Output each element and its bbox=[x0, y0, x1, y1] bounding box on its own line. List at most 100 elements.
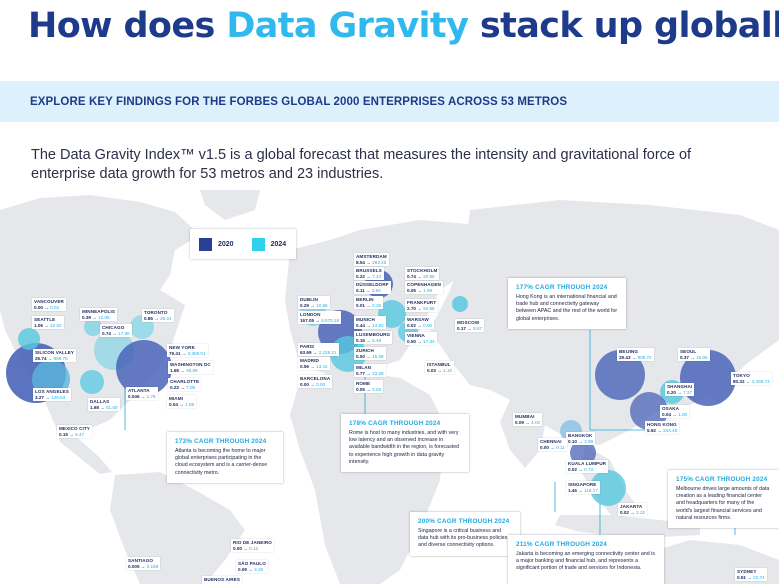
arrow-icon: → bbox=[745, 574, 754, 580]
metro-name: MIAMI bbox=[169, 396, 184, 401]
uk-landmass bbox=[296, 256, 318, 286]
metro-name: VIENNA bbox=[407, 333, 425, 338]
metro-label-dallas: DALLAS 1.68 → 61.50 bbox=[88, 398, 120, 412]
arrow-icon: → bbox=[415, 273, 424, 279]
metro-value-2020: 79.41 bbox=[169, 350, 181, 356]
metro-value-2024: 0.12 bbox=[249, 545, 259, 551]
metro-name: RIO DE JANEIRO bbox=[233, 540, 272, 545]
metro-value-2024: 20.95 bbox=[423, 273, 435, 279]
metro-value-2024: 23.59 bbox=[372, 370, 384, 376]
metro-label-barcelona: BARCELONA 0.00 → 0.00 bbox=[298, 375, 333, 389]
arrow-icon: → bbox=[139, 563, 147, 569]
metro-value-2024: 48.89 bbox=[186, 367, 198, 373]
metro-label-amsterdam: AMSTERDAM 8.54 → 293.26 bbox=[354, 253, 389, 267]
metro-value-2024: 293.26 bbox=[372, 259, 387, 265]
metro-label-new-york: NEW YORK 79.41 → 3,308.01 bbox=[167, 344, 208, 358]
metro-name: MEXICO CITY bbox=[59, 426, 90, 431]
indonesia-landmass bbox=[555, 515, 700, 538]
metro-value-2020: 0.74 bbox=[407, 273, 416, 279]
metro-value-2024: 2,226.21 bbox=[318, 349, 337, 355]
metro-value-2020: 0.56 bbox=[300, 363, 309, 369]
metro-value-2020: 0.37 bbox=[680, 354, 689, 360]
metro-name: WARSAW bbox=[407, 317, 429, 322]
metro-value-2024: 0.02 bbox=[50, 304, 60, 310]
metro-value-2020: 26.74 bbox=[35, 355, 47, 361]
arrow-icon: → bbox=[364, 370, 373, 376]
metro-value-2024: 7.42 bbox=[372, 273, 382, 279]
metro-value-2024: 14.83 bbox=[372, 322, 384, 328]
metro-name: SANTIAGO bbox=[128, 558, 154, 563]
metro-value-2020: 1.68 bbox=[170, 367, 179, 373]
metro-value-2020: 0.00 bbox=[34, 304, 43, 310]
metro-value-2024: 0.73 bbox=[584, 466, 594, 472]
metro-label-s-o-paulo: SÃO PAULO 0.09 → 3.26 bbox=[236, 560, 268, 574]
arrow-icon: → bbox=[364, 302, 373, 308]
metro-value-2020: 0.00 bbox=[204, 583, 213, 584]
arrow-icon: → bbox=[415, 322, 424, 328]
metro-label-los-angeles: LOS ANGELES 3.27 → 126.53 bbox=[33, 388, 71, 402]
metro-name: MADRID bbox=[300, 358, 319, 363]
metro-value-2024: 0.01 bbox=[220, 583, 229, 584]
metro-name: CHARLOTTE bbox=[170, 379, 200, 384]
arrow-icon: → bbox=[576, 466, 585, 472]
metro-value-2024: 3.26 bbox=[254, 566, 264, 572]
arrow-icon: → bbox=[180, 350, 188, 356]
callout-rome-body: Rome is host to many industries, and wit… bbox=[349, 430, 460, 465]
arrow-icon: → bbox=[675, 389, 684, 395]
metro-value-2020: 0.39 bbox=[82, 314, 91, 320]
metro-label-rio-de-janeiro: RIO DE JANEIRO 0.00 → 0.12 bbox=[231, 539, 274, 553]
arrow-icon: → bbox=[415, 305, 424, 311]
metro-value-2020: 1.68 bbox=[90, 404, 99, 410]
metro-name: STOCKHOLM bbox=[407, 268, 438, 273]
metro-name: SINGAPORE bbox=[568, 482, 597, 487]
metro-name: SHANGHAI bbox=[667, 384, 693, 389]
callout-jakarta-body: Jakarta is becoming an emerging connecti… bbox=[516, 551, 655, 572]
metro-name: CHENNAI bbox=[540, 439, 562, 444]
metro-name: SEOUL bbox=[680, 349, 697, 354]
metro-value-2020: 0.15 bbox=[59, 431, 68, 437]
metro-label-luxembourg: LUXEMBOURG 0.16 → 5.49 bbox=[354, 331, 393, 345]
metro-value-2020: 5.92 bbox=[647, 427, 656, 433]
metro-value-2020: 0.44 bbox=[356, 322, 365, 328]
metro-label-frankfurt: FRANKFURT 2.70 → 94.98 bbox=[405, 299, 439, 313]
callout-melbourne-body: Melbourne drives large amounts of data c… bbox=[676, 486, 770, 521]
metro-value-2020: 0.74 bbox=[102, 330, 111, 336]
callout-melbourne-heading: 175% CAGR THROUGH 2024 bbox=[676, 476, 768, 483]
metro-label-chennai: CHENNAI 0.00 → 0.11 bbox=[538, 438, 567, 452]
metro-name: OSAKA bbox=[662, 406, 680, 411]
callout-rome-heading: 178% CAGR THROUGH 2024 bbox=[349, 420, 441, 427]
arrow-icon: → bbox=[308, 302, 317, 308]
arrow-icon: → bbox=[576, 487, 585, 493]
metro-value-2020: 8.54 bbox=[356, 259, 365, 265]
metro-value-2020: 0.50 bbox=[356, 353, 365, 359]
metro-value-2024: 42.62 bbox=[50, 322, 62, 328]
metro-value-2020: 0.16 bbox=[356, 337, 365, 343]
arrow-icon: → bbox=[630, 354, 638, 360]
arrow-icon: → bbox=[670, 411, 679, 417]
metro-label-warsaw: WARSAW 0.02 → 0.60 bbox=[405, 316, 435, 330]
metro-value-2024: 61.50 bbox=[106, 404, 118, 410]
metro-name: MUNICH bbox=[356, 317, 375, 322]
metro-label-mexico-city: MEXICO CITY 0.15 → 5.47 bbox=[57, 425, 92, 439]
metro-label-istanbul: ISTANBUL 0.03 → 1.10 bbox=[425, 361, 455, 375]
metro-name: COPENHAGEN bbox=[407, 282, 441, 287]
metro-value-2024: 1.00 bbox=[678, 411, 688, 417]
bubble-moscow-2024 bbox=[452, 296, 468, 312]
metro-value-2024: 3.03 bbox=[372, 386, 382, 392]
callout-singapore-body: Singapore is a critical business and dat… bbox=[418, 528, 508, 549]
callout-atlanta: 173% CAGR THROUGH 2024 Atlanta is becomi… bbox=[167, 432, 283, 483]
metro-name: CHICAGO bbox=[102, 325, 125, 330]
callout-hong-kong-body: Hong Kong is an international financial … bbox=[516, 294, 618, 322]
metro-value-2020: 0.17 bbox=[457, 325, 466, 331]
metro-name: KUALA LUMPUR bbox=[568, 461, 607, 466]
metro-value-2024: 7.08 bbox=[186, 384, 196, 390]
metro-value-2024: 2.22 bbox=[636, 509, 646, 515]
metro-name: LUXEMBOURG bbox=[356, 332, 391, 337]
legend-2020: 2020 bbox=[199, 237, 234, 251]
metro-value-2020: 63.69 bbox=[300, 349, 312, 355]
metro-name: MOSCOW bbox=[457, 320, 480, 325]
arrow-icon: → bbox=[576, 438, 585, 444]
metro-value-2020: 29.43 bbox=[619, 354, 631, 360]
metro-value-2024: 0.00 bbox=[316, 381, 326, 387]
metro-value-2020: 0.10 bbox=[568, 438, 577, 444]
